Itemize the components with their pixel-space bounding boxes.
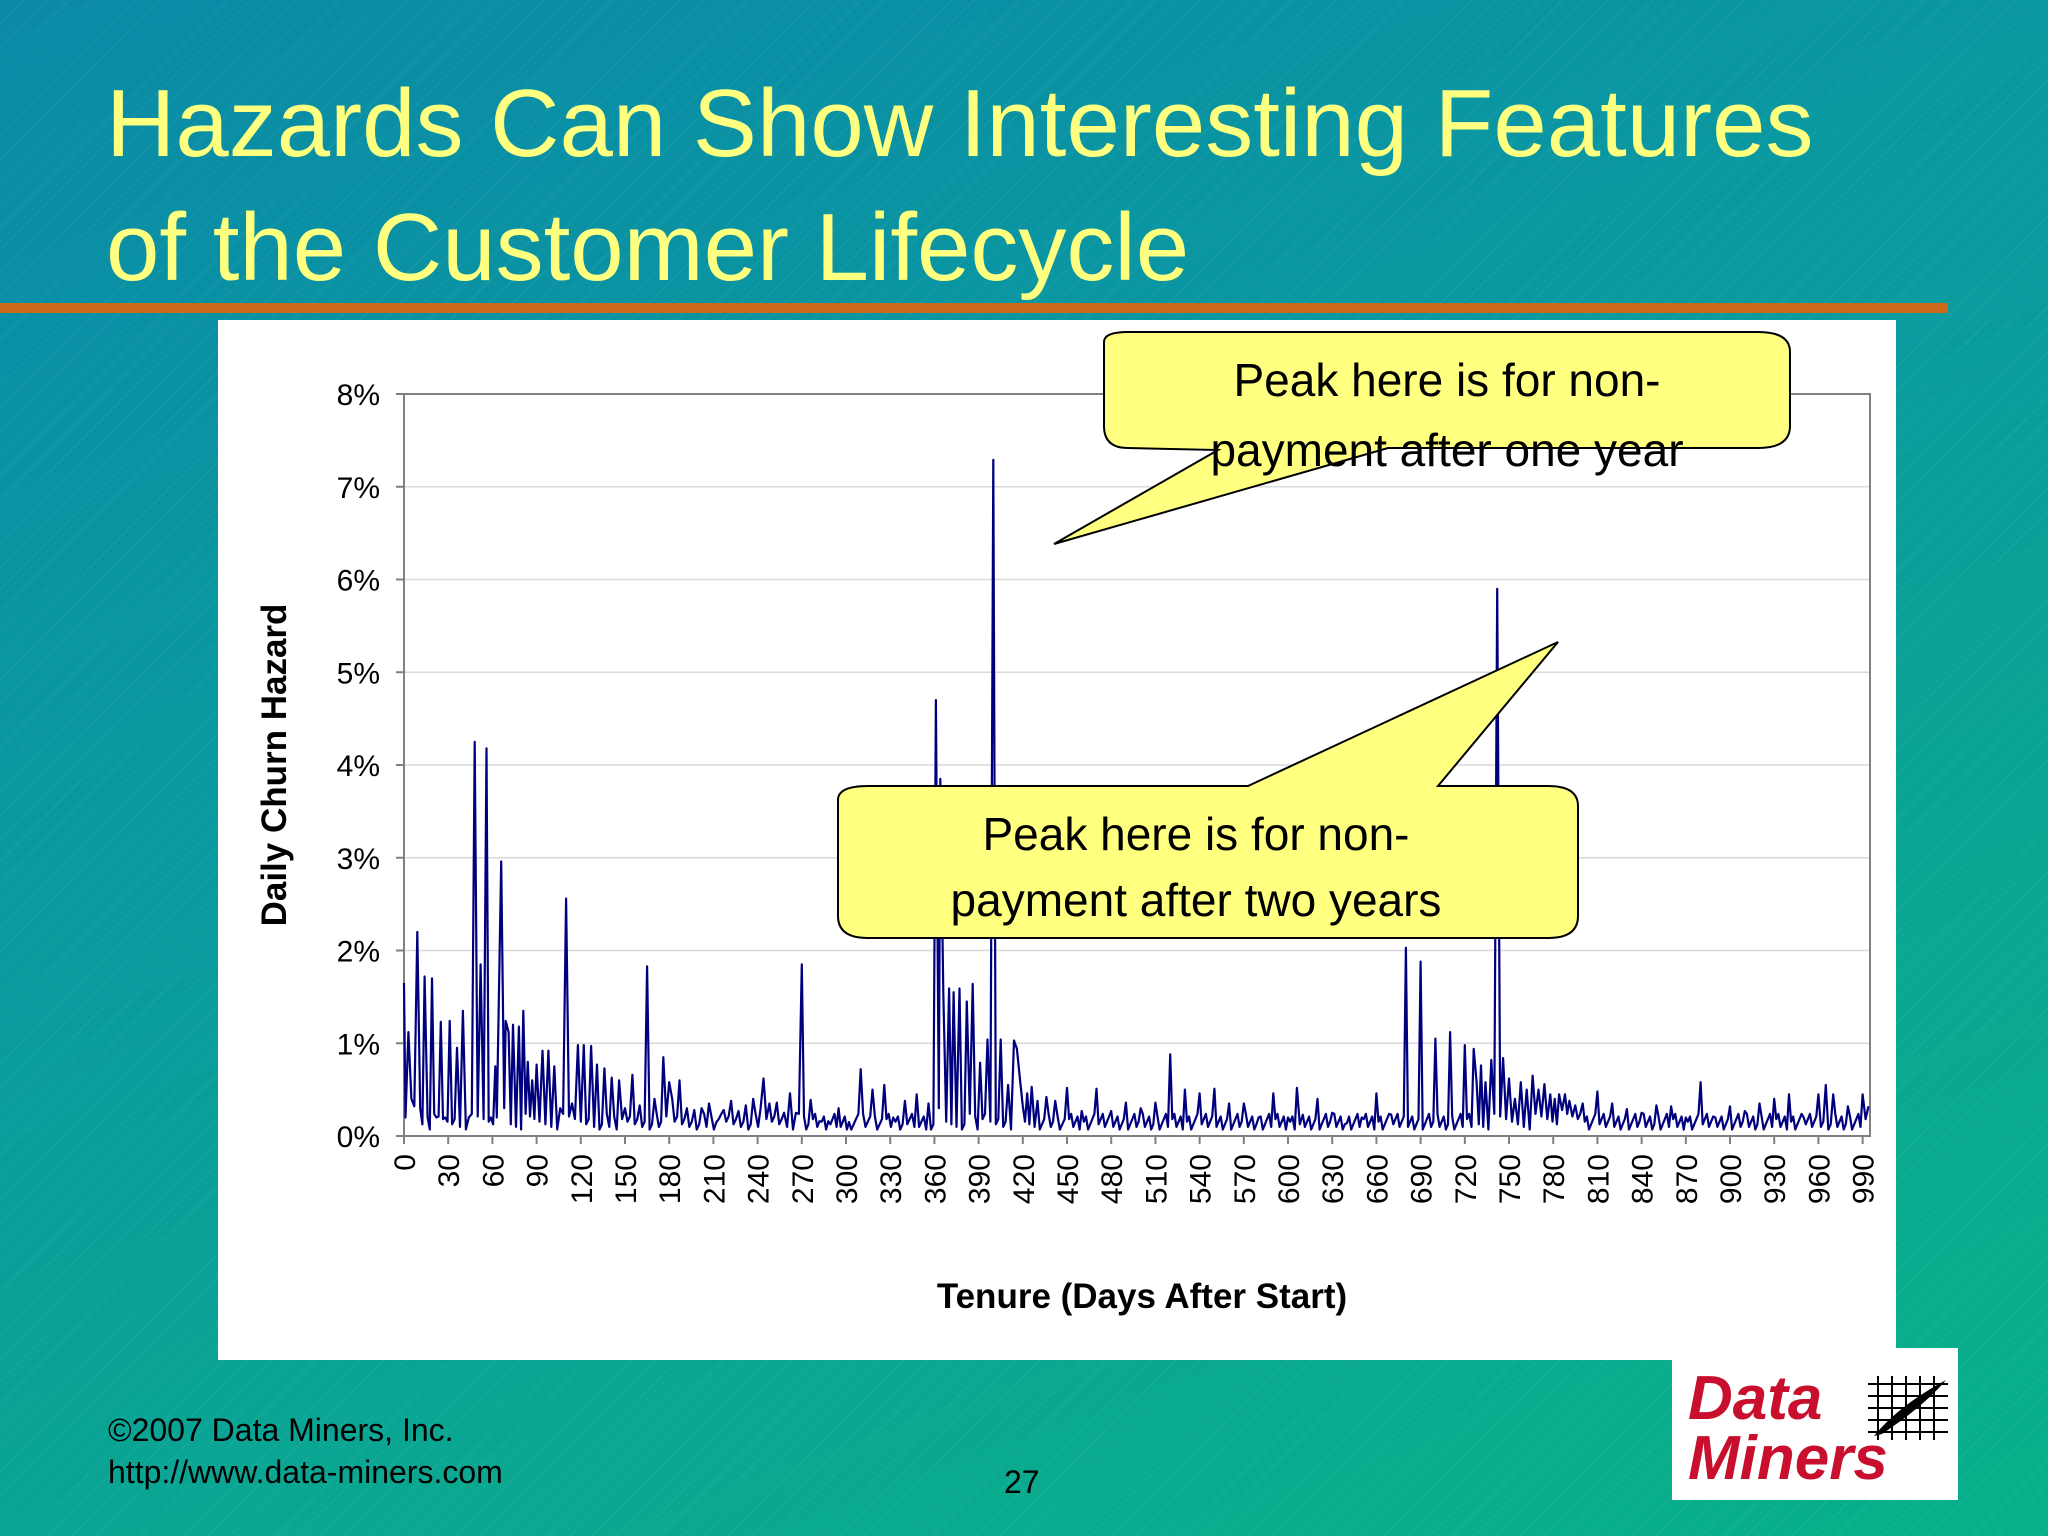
data-miners-logo: Data Miners bbox=[1672, 1348, 1958, 1500]
grid-layer bbox=[404, 486, 1870, 1044]
slide-title: Hazards Can Show Interesting Features of… bbox=[106, 70, 1814, 301]
x-tick-label: 750 bbox=[1494, 1154, 1527, 1204]
page-number: 27 bbox=[1004, 1464, 1040, 1500]
x-tick-label: 300 bbox=[831, 1154, 864, 1204]
x-tick-label: 990 bbox=[1848, 1154, 1881, 1204]
x-tick-label: 330 bbox=[875, 1154, 908, 1204]
callout-two-years-line-1: Peak here is for non- bbox=[982, 808, 1409, 860]
x-tick-label: 450 bbox=[1052, 1154, 1085, 1204]
y-tick-label: 0% bbox=[337, 1121, 380, 1154]
x-tick-label: 780 bbox=[1538, 1154, 1571, 1204]
x-tick-label: 0 bbox=[389, 1154, 422, 1171]
logo-grid-icon bbox=[1868, 1376, 1948, 1440]
callout-one-year: Peak here is for non- payment after one … bbox=[1053, 331, 1791, 545]
x-tick-label: 720 bbox=[1450, 1154, 1483, 1204]
y-tick-label: 4% bbox=[337, 750, 380, 783]
callout-two-years-bubble bbox=[837, 641, 1579, 939]
x-axis-ticks: 0 30 60 90 120 150 180 210 240 270 300 330 360 390 420… bbox=[389, 1136, 1881, 1204]
x-tick-label: 210 bbox=[698, 1154, 731, 1204]
x-tick-label: 900 bbox=[1715, 1154, 1748, 1204]
x-tick-label: 150 bbox=[610, 1154, 643, 1204]
y-tick-label: 5% bbox=[337, 657, 380, 690]
footer-url: http://www.data-miners.com bbox=[108, 1454, 503, 1490]
callout-one-year-line-1: Peak here is for non- bbox=[1233, 354, 1660, 406]
y-tick-label: 7% bbox=[337, 472, 380, 505]
y-axis-ticks: 0% 1% 2% 3% 4% 5% 6% 7% 8% bbox=[337, 379, 404, 1154]
title-divider bbox=[0, 303, 1948, 313]
x-tick-label: 690 bbox=[1406, 1154, 1439, 1204]
x-tick-label: 30 bbox=[433, 1154, 466, 1187]
x-tick-label: 270 bbox=[787, 1154, 820, 1204]
x-tick-label: 630 bbox=[1317, 1154, 1350, 1204]
y-tick-label: 3% bbox=[337, 843, 380, 876]
logo-word-data: Data bbox=[1688, 1364, 1823, 1433]
callout-one-year-line-2: payment after one year bbox=[1210, 424, 1683, 476]
y-tick-label: 1% bbox=[337, 1028, 380, 1061]
callout-two-years: Peak here is for non- payment after two … bbox=[837, 641, 1579, 939]
x-tick-label: 120 bbox=[566, 1154, 599, 1204]
callout-two-years-line-2: payment after two years bbox=[951, 874, 1442, 926]
footer-copyright: ©2007 Data Miners, Inc. bbox=[108, 1412, 454, 1448]
x-tick-label: 600 bbox=[1273, 1154, 1306, 1204]
callout-one-year-bubble bbox=[1053, 331, 1791, 545]
x-tick-label: 540 bbox=[1185, 1154, 1218, 1204]
churn-hazard-chart: 0% 1% 2% 3% 4% 5% 6% 7% 8% 0 30 60 90 120 150 180 210 24… bbox=[255, 331, 1881, 1316]
x-tick-label: 240 bbox=[743, 1154, 776, 1204]
x-axis-title: Tenure (Days After Start) bbox=[937, 1277, 1347, 1316]
x-tick-label: 810 bbox=[1582, 1154, 1615, 1204]
x-tick-label: 360 bbox=[919, 1154, 952, 1204]
x-tick-label: 390 bbox=[964, 1154, 997, 1204]
x-tick-label: 90 bbox=[522, 1154, 555, 1187]
chart-panel: 0% 1% 2% 3% 4% 5% 6% 7% 8% 0 30 60 90 120 150 180 210 24… bbox=[218, 320, 1896, 1360]
x-tick-label: 510 bbox=[1140, 1154, 1173, 1204]
x-tick-label: 420 bbox=[1008, 1154, 1041, 1204]
x-tick-label: 660 bbox=[1361, 1154, 1394, 1204]
x-tick-label: 570 bbox=[1229, 1154, 1262, 1204]
series-line-daily-churn-hazard bbox=[402, 458, 1870, 1131]
y-axis-title: Daily Churn Hazard bbox=[255, 604, 294, 927]
x-tick-label: 960 bbox=[1803, 1154, 1836, 1204]
logo-word-miners: Miners bbox=[1688, 1424, 1888, 1493]
x-tick-label: 870 bbox=[1671, 1154, 1704, 1204]
x-tick-label: 480 bbox=[1096, 1154, 1129, 1204]
x-tick-label: 840 bbox=[1627, 1154, 1660, 1204]
x-tick-label: 930 bbox=[1759, 1154, 1792, 1204]
x-tick-label: 180 bbox=[654, 1154, 687, 1204]
y-tick-label: 6% bbox=[337, 565, 380, 598]
y-tick-label: 2% bbox=[337, 936, 380, 969]
y-tick-label: 8% bbox=[337, 379, 380, 412]
x-tick-label: 60 bbox=[477, 1154, 510, 1187]
